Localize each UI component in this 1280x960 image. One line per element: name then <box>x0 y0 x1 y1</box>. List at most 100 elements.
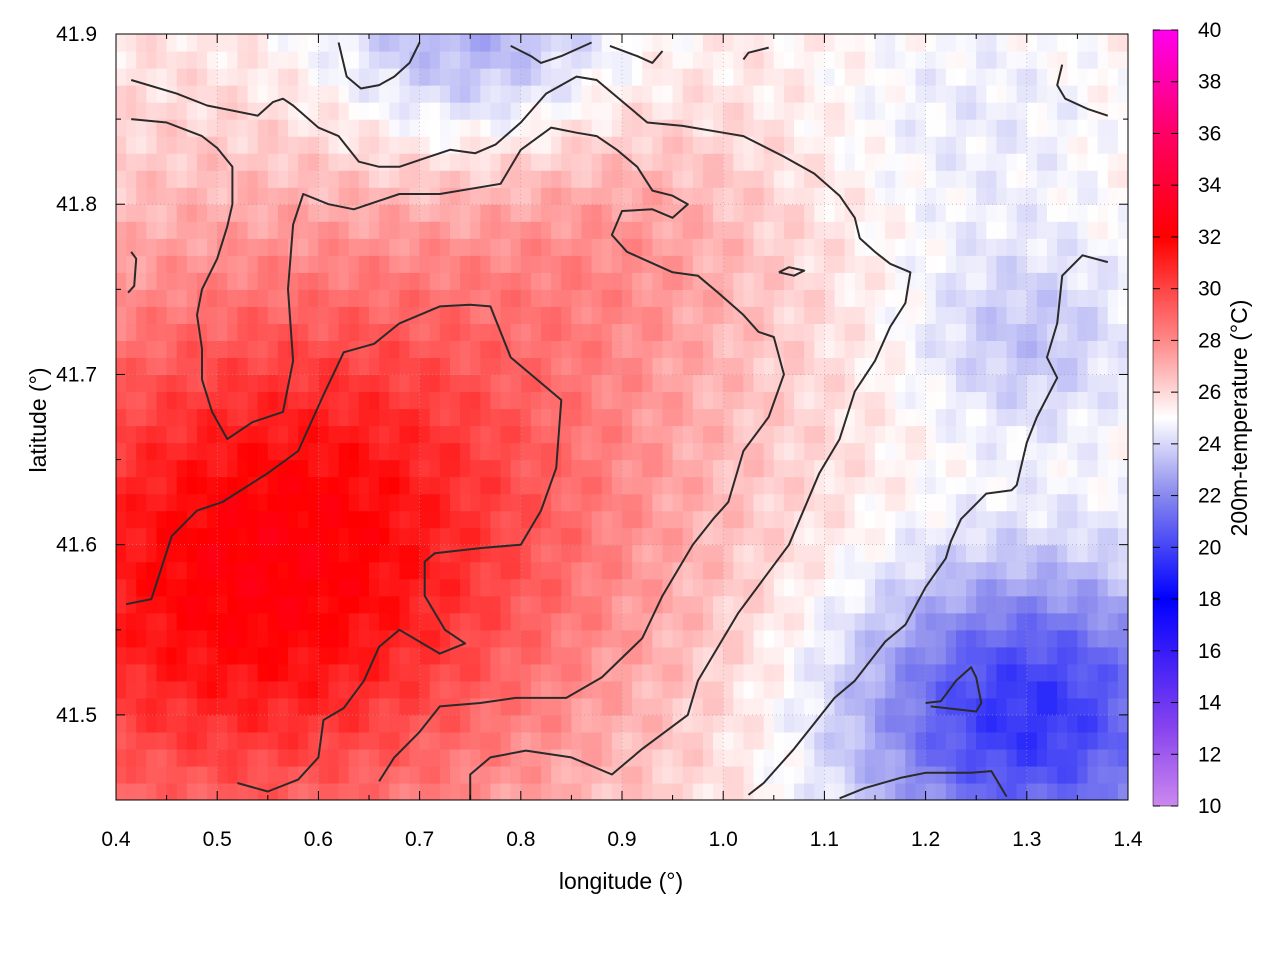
heatmap-cell <box>986 323 998 341</box>
heatmap-cell <box>298 272 309 290</box>
heatmap-cell <box>652 272 664 290</box>
heatmap-cell <box>996 374 1008 393</box>
heatmap-cell <box>875 374 886 393</box>
heatmap-cell <box>1057 714 1068 733</box>
heatmap-cell <box>622 136 633 154</box>
heatmap-cell <box>743 595 755 614</box>
heatmap-cell <box>267 425 279 444</box>
heatmap-cell <box>875 595 886 614</box>
heatmap-cell <box>864 102 876 120</box>
heatmap-cell <box>328 51 340 69</box>
heatmap-cell <box>773 51 785 69</box>
heatmap-cell <box>490 595 502 614</box>
heatmap-cell <box>814 408 825 427</box>
heatmap-cell <box>409 391 421 410</box>
heatmap-cell <box>288 255 299 273</box>
heatmap-cell <box>500 340 512 359</box>
heatmap-cell <box>186 680 198 699</box>
heatmap-cell <box>196 238 208 256</box>
heatmap-cell <box>1067 663 1078 682</box>
heatmap-cell <box>783 595 795 614</box>
heatmap-cell <box>409 680 421 699</box>
heatmap-cell <box>692 204 704 222</box>
heatmap-cell <box>844 544 856 563</box>
heatmap-cell <box>895 391 906 410</box>
heatmap-cell <box>905 544 917 563</box>
heatmap-cell <box>470 663 481 682</box>
heatmap-cell <box>844 442 856 461</box>
heatmap-cell <box>166 68 178 86</box>
heatmap-cell <box>642 408 653 427</box>
heatmap-cell <box>601 85 613 103</box>
heatmap-cell <box>429 612 441 631</box>
heatmap-cell <box>379 136 390 154</box>
heatmap-cell <box>541 578 552 597</box>
heatmap-cell <box>116 340 127 359</box>
heatmap-cell <box>126 221 137 239</box>
heatmap-cell <box>601 510 613 529</box>
heatmap-cell <box>1006 323 1018 341</box>
heatmap-cell <box>885 187 896 205</box>
heatmap-cell <box>966 765 977 784</box>
heatmap-cell <box>379 374 390 393</box>
heatmap-cell <box>217 629 228 648</box>
heatmap-cell <box>470 629 481 648</box>
heatmap-cell <box>480 306 492 324</box>
heatmap-cell <box>955 255 967 273</box>
heatmap-cell <box>905 510 917 529</box>
heatmap-cell <box>1036 663 1048 682</box>
heatmap-cell <box>490 459 502 478</box>
heatmap-cell <box>662 663 674 682</box>
heatmap-cell <box>490 255 502 273</box>
heatmap-cell <box>409 476 421 495</box>
heatmap-cell <box>348 731 360 750</box>
heatmap-cell <box>622 68 633 86</box>
heatmap-cell <box>834 646 846 665</box>
heatmap-cell <box>1107 119 1119 137</box>
heatmap-cell <box>794 629 805 648</box>
heatmap-cell <box>905 374 917 393</box>
heatmap-cell <box>1026 255 1038 273</box>
heatmap-cell <box>814 561 825 580</box>
heatmap-cell <box>500 527 512 546</box>
heatmap-cell <box>176 68 188 86</box>
heatmap-cell <box>561 357 572 376</box>
heatmap-cell <box>672 748 684 767</box>
heatmap-cell <box>288 748 299 767</box>
heatmap-cell <box>966 680 977 699</box>
heatmap-cell <box>591 306 603 324</box>
heatmap-cell <box>895 731 906 750</box>
heatmap-cell <box>885 68 896 86</box>
heatmap-cell <box>895 323 906 341</box>
heatmap-cell <box>844 765 856 784</box>
heatmap-cell <box>905 357 917 376</box>
heatmap-cell <box>561 204 572 222</box>
heatmap-cell <box>429 408 441 427</box>
heatmap-cell <box>1087 289 1099 307</box>
heatmap-cell <box>399 527 411 546</box>
heatmap-cell <box>955 765 967 784</box>
heatmap-cell <box>976 272 987 290</box>
colorbar-tick-label: 24 <box>1198 433 1222 456</box>
heatmap-cell <box>794 527 805 546</box>
heatmap-cell <box>267 646 279 665</box>
heatmap-cell <box>743 221 755 239</box>
heatmap-cell <box>126 170 137 188</box>
heatmap-cell <box>1117 782 1128 800</box>
heatmap-cell <box>1026 646 1038 665</box>
heatmap-cell <box>1107 595 1119 614</box>
heatmap-cell <box>702 442 714 461</box>
heatmap-cell <box>1117 119 1128 137</box>
heatmap-cell <box>611 544 623 563</box>
heatmap-cell <box>480 459 492 478</box>
heatmap-cell <box>490 374 502 393</box>
heatmap-cell <box>702 408 714 427</box>
heatmap-cell <box>136 272 147 290</box>
heatmap-cell <box>277 442 289 461</box>
heatmap-cell <box>591 612 603 631</box>
heatmap-cell <box>824 731 836 750</box>
heatmap-cell <box>783 697 795 716</box>
heatmap-cell <box>1067 306 1078 324</box>
heatmap-cell <box>611 153 623 171</box>
heatmap-cell <box>723 221 734 239</box>
